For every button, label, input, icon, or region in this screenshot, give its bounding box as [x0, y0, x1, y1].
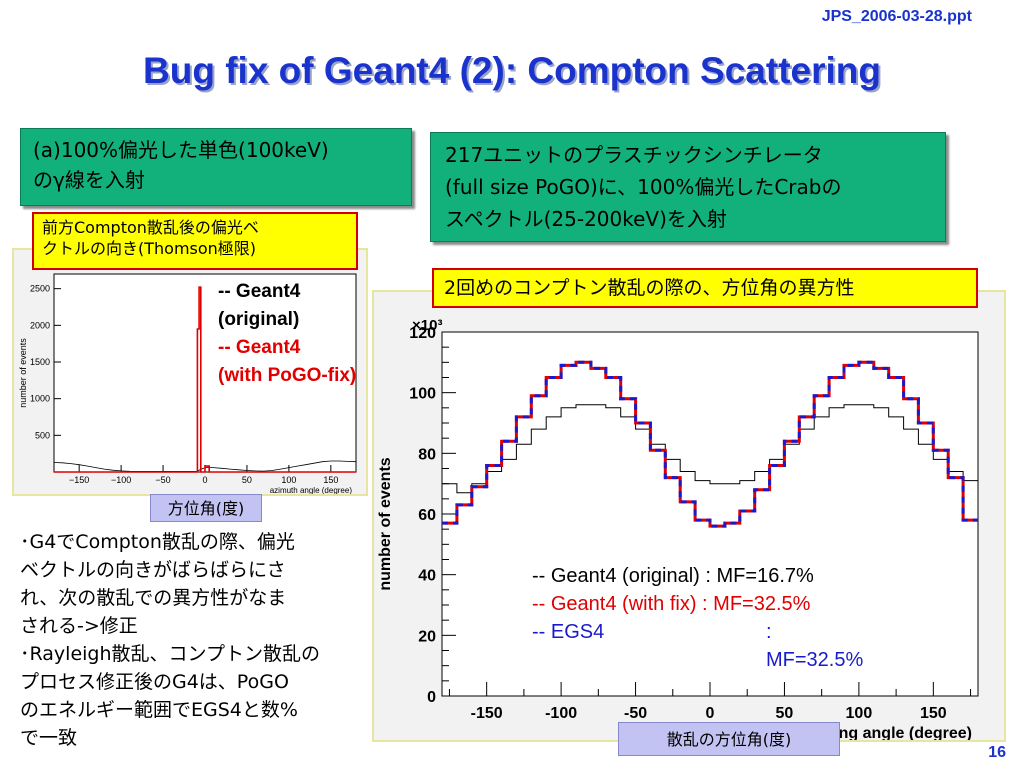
left-legend-line-2: (original) — [218, 309, 300, 330]
right-green-line-1: 217ユニットのプラスチックシンチレータ — [445, 143, 823, 167]
page-number: 16 — [988, 744, 1006, 761]
bullet-line: プロセス修正後のG4は、PoGO — [20, 671, 289, 693]
y-multiplier: ×10³ — [412, 317, 442, 334]
x-tick-label: -150 — [471, 705, 503, 722]
y-tick-label: 2000 — [30, 320, 50, 330]
y-tick-label: 100 — [409, 386, 436, 403]
right-green-line-2: (full size PoGO)に、100%偏光したCrabの — [445, 175, 842, 199]
x-tick-label: -100 — [545, 705, 577, 722]
yellow-left-line-2: クトルの向き(Thomson極限) — [42, 239, 257, 258]
y-tick-label: 500 — [35, 430, 50, 440]
x-tick-label: 50 — [242, 475, 252, 485]
bullet-line: のエネルギー範囲でEGS4と数% — [20, 699, 298, 721]
x-tick-label: −150 — [69, 475, 89, 485]
bullet-line: ･Rayleigh散乱、コンプトン散乱の — [20, 643, 320, 665]
x-axis-label: azimuth angle (degree) — [270, 486, 353, 494]
x-tick-label: 100 — [281, 475, 296, 485]
y-axis-label: number of events — [377, 457, 394, 590]
x-tick-label: −50 — [155, 475, 170, 485]
left-chart-panel: 500 1000 1500 2000 2500 −150 −100 −50 0 50 100 150 n… — [12, 248, 368, 496]
right-green-box: 217ユニットのプラスチックシンチレータ (full size PoGO)に、1… — [430, 132, 946, 242]
x-tick-label: −100 — [111, 475, 131, 485]
x-tick-label: 150 — [323, 475, 338, 485]
slide-title: Bug fix of Geant4 (2): Compton Scatterin… — [143, 50, 881, 91]
y-tick-label: 40 — [418, 568, 436, 585]
bullet-line: ベクトルの向きがばらばらにさ — [20, 559, 286, 581]
right-legend-line-3a: -- EGS4 — [532, 621, 605, 643]
y-axis-label: number of events — [18, 338, 28, 408]
series-line — [54, 286, 356, 473]
left-legend-line-1: -- Geant4 — [218, 281, 301, 302]
x-tick-label: 0 — [202, 475, 207, 485]
left-legend-line-4: (with PoGO-fix) — [218, 365, 357, 386]
right-chart: 0 20 40 60 80 100 120 -150 -100 -50 0 50 100 150 numbe… — [377, 317, 979, 742]
bullet-line: される->修正 — [20, 615, 138, 637]
right-legend: -- Geant4 (original) : MF=16.7% -- Geant… — [532, 562, 863, 671]
y-tick-label: 120 — [409, 325, 436, 342]
y-tick-label: 60 — [418, 507, 436, 524]
y-tick-label: 0 — [427, 689, 436, 706]
y-tick-label: 1500 — [30, 357, 50, 367]
left-legend: -- Geant4 (original) -- Geant4 (with PoG… — [218, 278, 356, 390]
yellow-left-line-1: 前方Compton散乱後の偏光ベ — [42, 218, 259, 237]
y-tick-label: 1000 — [30, 394, 50, 404]
lavender-box-right: 散乱の方位角(度) — [618, 722, 840, 756]
right-legend-line-1: -- Geant4 (original) : MF=16.7% — [532, 565, 814, 587]
left-chart: 500 1000 1500 2000 2500 −150 −100 −50 0 50 100 150 n… — [18, 273, 357, 495]
bullet-line: ･G4でCompton散乱の際、偏光 — [20, 531, 295, 553]
y-tick-label: 20 — [418, 628, 436, 645]
left-green-box: (a)100%偏光した単色(100keV) のγ線を入射 — [20, 128, 412, 206]
right-legend-line-3b: : MF=32.5% — [766, 621, 864, 671]
file-label: JPS_2006-03-28.ppt — [821, 8, 972, 25]
right-green-line-3: スペクトル(25-200keV)を入射 — [445, 207, 727, 231]
yellow-box-right: 2回めのコンプトン散乱の際の、方位角の異方性 — [432, 268, 978, 308]
x-tick-label: 100 — [846, 705, 873, 722]
lavender-box-left: 方位角(度) — [150, 494, 262, 522]
x-tick-label: 50 — [776, 705, 794, 722]
yellow-box-left: 前方Compton散乱後の偏光ベ クトルの向き(Thomson極限) — [32, 212, 358, 270]
x-tick-label: 0 — [706, 705, 715, 722]
bullet-text: ･G4でCompton散乱の際、偏光 ベクトルの向きがばらばらにさ れ、次の散乱… — [20, 528, 372, 752]
left-green-line-2: のγ線を入射 — [33, 168, 145, 192]
series-histogram — [442, 404, 978, 494]
right-legend-line-3: -- EGS4 : MF=32.5% — [532, 618, 863, 671]
left-green-line-1: (a)100%偏光した単色(100keV) — [33, 138, 329, 162]
plot-frame — [441, 331, 979, 697]
right-chart-panel: 0 20 40 60 80 100 120 -150 -100 -50 0 50 100 150 numbe… — [372, 290, 1006, 742]
bullet-line: で一致 — [20, 727, 78, 749]
left-legend-line-3: -- Geant4 — [218, 337, 301, 358]
x-tick-label: -50 — [624, 705, 647, 722]
x-tick-label: 150 — [920, 705, 947, 722]
series-histogram — [442, 360, 978, 528]
plot-frame — [53, 273, 357, 473]
right-legend-line-2: -- Geant4 (with fix) : MF=32.5% — [532, 593, 811, 615]
y-tick-label: 2500 — [30, 284, 50, 294]
bullet-line: れ、次の散乱での異方性がなま — [20, 587, 287, 609]
y-tick-label: 80 — [418, 446, 436, 463]
